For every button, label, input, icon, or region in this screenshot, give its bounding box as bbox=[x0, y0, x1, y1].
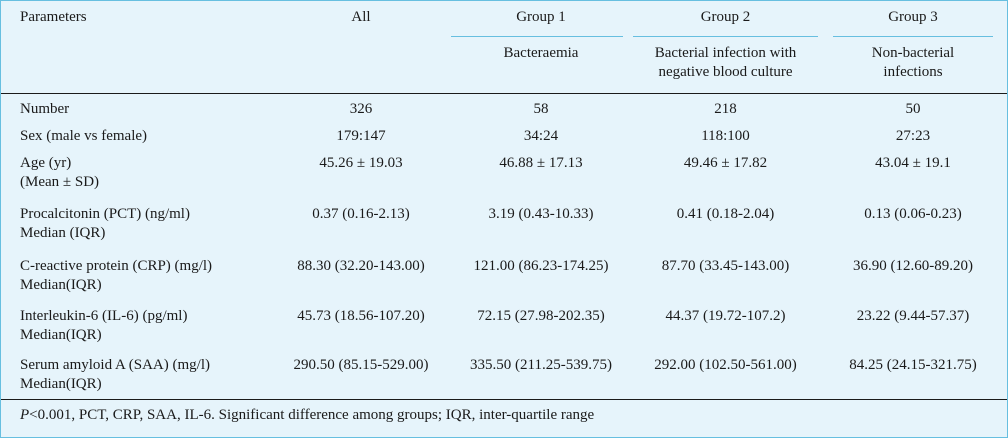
row-label: Interleukin-6 (IL-6) (pg/ml) Median(IQR) bbox=[20, 307, 280, 345]
row-label-line: (Mean ± SD) bbox=[20, 174, 100, 190]
row-label-line: Serum amyloid A (SAA) (mg/l) bbox=[20, 357, 210, 373]
row-label: Serum amyloid A (SAA) (mg/l) Median(IQR) bbox=[20, 356, 280, 394]
header-group-2-subtitle: Bacterial infection with negative blood … bbox=[633, 44, 818, 82]
row-label-line: Age (yr) bbox=[20, 155, 72, 171]
cell-group-2: 44.37 (19.72-107.2) bbox=[665, 308, 786, 324]
row-label-line: Sex (male vs female) bbox=[20, 128, 148, 144]
cell-group-2: 118:100 bbox=[701, 128, 750, 144]
cell-group-2: 49.46 ± 17.82 bbox=[683, 155, 768, 171]
cell-group-2: 87.70 (33.45-143.00) bbox=[661, 258, 790, 274]
cell-group-2: 218 bbox=[714, 101, 737, 117]
header-group-3-subtitle: Non-bacterial infections bbox=[833, 44, 993, 82]
row-label: Age (yr) (Mean ± SD) bbox=[20, 154, 280, 192]
cell-group-1: 58 bbox=[533, 101, 549, 117]
subtitle-line: infections bbox=[883, 64, 943, 80]
row-label-line: Number bbox=[20, 101, 70, 117]
row-label-line: Median(IQR) bbox=[20, 376, 102, 392]
subtitle-line: negative blood culture bbox=[658, 64, 793, 80]
cell-group-2: 0.41 (0.18-2.04) bbox=[676, 206, 775, 222]
row-label: Sex (male vs female) bbox=[20, 127, 280, 146]
cell-group-1: 335.50 (211.25-539.75) bbox=[470, 357, 612, 373]
header-group-1-subtitle: Bacteraemia bbox=[451, 44, 631, 63]
cell-group-1: 46.88 ± 17.13 bbox=[499, 155, 583, 171]
cell-group-3: 43.04 ± 19.1 bbox=[875, 155, 951, 171]
row-label-line: Median(IQR) bbox=[20, 327, 102, 343]
subtitle-line: Bacteraemia bbox=[503, 45, 579, 61]
row-label-line: Median(IQR) bbox=[20, 277, 102, 293]
cell-all: 179:147 bbox=[336, 128, 386, 144]
cell-group-3: 23.22 (9.44-57.37) bbox=[856, 308, 970, 324]
subtitle-line: Bacterial infection with bbox=[654, 45, 797, 61]
cell-group-3: 84.25 (24.15-321.75) bbox=[849, 357, 977, 373]
header-all: All bbox=[351, 9, 371, 25]
row-label-line: Interleukin-6 (IL-6) (pg/ml) bbox=[20, 308, 188, 324]
group-1-underline bbox=[451, 36, 623, 37]
cell-group-1: 72.15 (27.98-202.35) bbox=[477, 308, 605, 324]
header-rule bbox=[1, 93, 1007, 94]
cell-group-2: 292.00 (102.50-561.00) bbox=[654, 357, 797, 373]
row-label: C-reactive protein (CRP) (mg/l) Median(I… bbox=[20, 257, 280, 295]
header-group-2: Group 2 bbox=[700, 9, 751, 25]
subtitle-line: Non-bacterial bbox=[871, 45, 955, 61]
footnote-p-symbol: P bbox=[20, 407, 30, 423]
cell-all: 45.73 (18.56-107.20) bbox=[297, 308, 425, 324]
row-label-line: Procalcitonin (PCT) (ng/ml) bbox=[20, 206, 190, 222]
cell-all: 88.30 (32.20-143.00) bbox=[297, 258, 425, 274]
cell-group-3: 27:23 bbox=[895, 128, 931, 144]
cell-group-3: 0.13 (0.06-0.23) bbox=[864, 206, 962, 222]
footer-rule bbox=[1, 399, 1007, 400]
row-label: Number bbox=[20, 100, 280, 119]
cell-all: 45.26 ± 19.03 bbox=[319, 155, 403, 171]
row-label: Procalcitonin (PCT) (ng/ml) Median (IQR) bbox=[20, 205, 280, 243]
cell-group-3: 50 bbox=[905, 101, 921, 117]
cell-all: 290.50 (85.15-529.00) bbox=[293, 357, 429, 373]
footnote-text: <0.001, PCT, CRP, SAA, IL-6. Significant… bbox=[29, 407, 595, 423]
footnote: P<0.001, PCT, CRP, SAA, IL-6. Significan… bbox=[20, 406, 594, 425]
header-parameters: Parameters bbox=[20, 9, 87, 25]
cell-group-1: 121.00 (86.23-174.25) bbox=[473, 258, 609, 274]
group-2-underline bbox=[633, 36, 818, 37]
cell-group-1: 3.19 (0.43-10.33) bbox=[488, 206, 594, 222]
cell-group-3: 36.90 (12.60-89.20) bbox=[853, 258, 973, 274]
row-label-line: C-reactive protein (CRP) (mg/l) bbox=[20, 258, 213, 274]
cell-all: 0.37 (0.16-2.13) bbox=[312, 206, 410, 222]
table-header: Parameters All Group 1 Group 2 Group 3 B… bbox=[1, 1, 1007, 93]
header-group-3: Group 3 bbox=[888, 9, 938, 25]
row-label-line: Median (IQR) bbox=[20, 225, 106, 241]
group-3-underline bbox=[833, 36, 993, 37]
header-group-1: Group 1 bbox=[516, 9, 566, 25]
cell-all: 326 bbox=[349, 101, 373, 117]
cell-group-1: 34:24 bbox=[523, 128, 559, 144]
